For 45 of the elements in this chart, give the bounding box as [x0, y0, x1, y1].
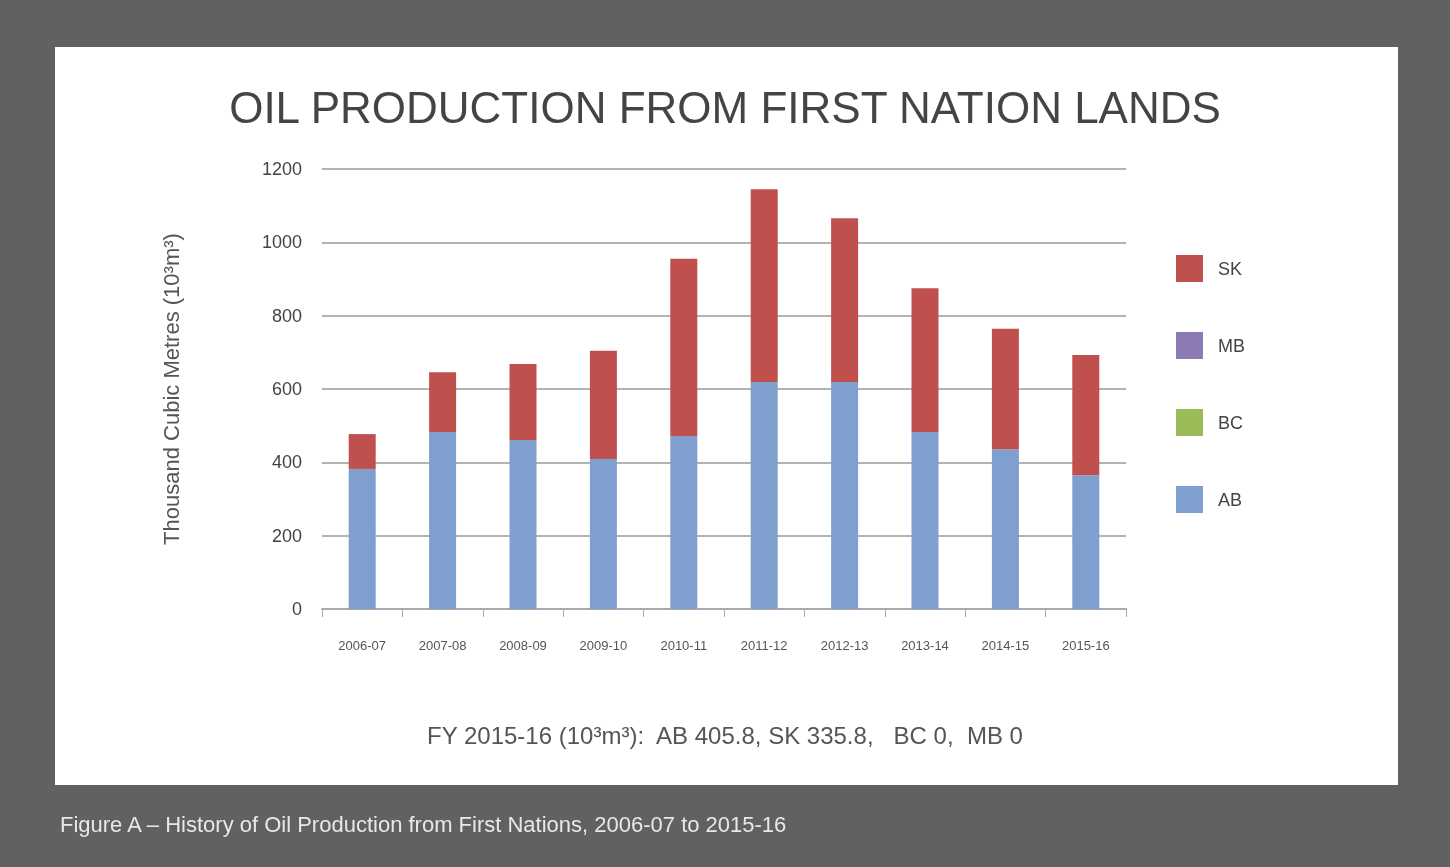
- y-tick-label: 600: [271, 379, 302, 399]
- y-axis-title: Thousand Cubic Metres (10³m³): [158, 233, 184, 545]
- x-tick-label: 2011-12: [740, 638, 788, 653]
- y-tick-label: 0: [291, 599, 302, 619]
- x-tick-label: 2006-07: [338, 638, 387, 653]
- x-tick-label: 2013-14: [901, 638, 949, 653]
- y-tick-label: 800: [271, 305, 302, 326]
- bar: [670, 435, 698, 609]
- bar: [750, 382, 778, 609]
- bar: [750, 189, 778, 383]
- bar: [509, 364, 537, 440]
- y-tick-label: 400: [271, 452, 302, 473]
- x-tick-label: 2009-10: [579, 638, 628, 653]
- x-tick-label: 2015-16: [1061, 638, 1110, 653]
- bar: [991, 328, 1019, 450]
- y-tick-label: 200: [271, 525, 302, 546]
- bar: [670, 258, 698, 436]
- bar: [1072, 475, 1100, 609]
- bar: [911, 431, 939, 609]
- bar: [1072, 354, 1100, 476]
- legend-label: SK: [1218, 258, 1243, 279]
- y-tick-label: 1200: [261, 159, 302, 179]
- text: Figure A – History of Oil Production from First Nations, 2006-07 to 2015-16: [60, 811, 787, 837]
- bar: [831, 382, 859, 609]
- legend-label: MB: [1218, 335, 1245, 356]
- text: FY 2015-16 (10³m³): AB 405.8, SK 335.8, BC 0, MB 0: [427, 721, 1023, 749]
- x-tick-label: 2014-15: [981, 638, 1030, 653]
- bar: [831, 218, 859, 383]
- bar: [348, 434, 376, 469]
- x-tick-label: 2008-09: [499, 638, 547, 653]
- x-tick-label: 2010-11: [660, 638, 708, 653]
- legend-label: AB: [1218, 489, 1243, 510]
- bar: [509, 439, 537, 609]
- chart-title: OIL PRODUCTION FROM FIRST NATION LANDS: [229, 82, 1221, 132]
- bar: [589, 350, 617, 460]
- x-tick-label: 2007-08: [418, 638, 467, 653]
- bar: [911, 288, 939, 432]
- bar: [991, 449, 1019, 609]
- bar: [429, 372, 457, 432]
- bar: [429, 431, 457, 609]
- bar: [589, 459, 617, 609]
- legend-label: BC: [1218, 412, 1244, 433]
- x-tick-label: 2012-13: [820, 638, 869, 653]
- y-tick-label: 1000: [261, 232, 302, 253]
- bar: [348, 468, 376, 609]
